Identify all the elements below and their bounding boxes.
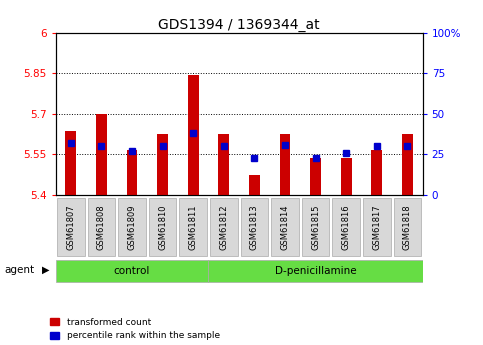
Bar bbox=[302, 198, 329, 256]
Bar bbox=[210, 198, 238, 256]
Bar bbox=[157, 134, 168, 345]
Bar bbox=[180, 198, 207, 256]
Text: GSM61809: GSM61809 bbox=[128, 204, 137, 249]
Bar bbox=[188, 75, 199, 345]
Bar bbox=[56, 260, 209, 282]
Bar bbox=[127, 150, 137, 345]
Text: GSM61816: GSM61816 bbox=[341, 204, 351, 250]
Bar bbox=[96, 114, 107, 345]
Text: control: control bbox=[114, 266, 150, 276]
Bar bbox=[57, 198, 85, 256]
Bar bbox=[363, 198, 391, 256]
Text: ▶: ▶ bbox=[42, 265, 50, 275]
Bar bbox=[88, 198, 115, 256]
Bar bbox=[341, 158, 352, 345]
Legend: transformed count, percentile rank within the sample: transformed count, percentile rank withi… bbox=[50, 318, 220, 341]
Text: GSM61808: GSM61808 bbox=[97, 204, 106, 250]
Bar bbox=[394, 198, 421, 256]
Bar bbox=[249, 175, 260, 345]
Text: GSM61817: GSM61817 bbox=[372, 204, 381, 250]
Bar bbox=[118, 198, 146, 256]
Bar bbox=[402, 134, 412, 345]
Text: GSM61812: GSM61812 bbox=[219, 204, 228, 249]
Bar bbox=[241, 198, 268, 256]
Text: GSM61813: GSM61813 bbox=[250, 204, 259, 250]
Text: GSM61811: GSM61811 bbox=[189, 204, 198, 249]
Bar bbox=[66, 131, 76, 345]
Text: GSM61810: GSM61810 bbox=[158, 204, 167, 249]
Bar bbox=[371, 150, 382, 345]
Bar bbox=[218, 134, 229, 345]
Bar bbox=[280, 134, 290, 345]
Text: agent: agent bbox=[5, 265, 35, 275]
Bar bbox=[310, 158, 321, 345]
Bar bbox=[209, 260, 423, 282]
Text: GSM61807: GSM61807 bbox=[66, 204, 75, 250]
Title: GDS1394 / 1369344_at: GDS1394 / 1369344_at bbox=[158, 18, 320, 32]
Text: D-penicillamine: D-penicillamine bbox=[275, 266, 356, 276]
Text: GSM61818: GSM61818 bbox=[403, 204, 412, 250]
Text: GSM61815: GSM61815 bbox=[311, 204, 320, 249]
Bar bbox=[332, 198, 360, 256]
Bar bbox=[271, 198, 298, 256]
Bar bbox=[149, 198, 176, 256]
Text: GSM61814: GSM61814 bbox=[281, 204, 289, 249]
